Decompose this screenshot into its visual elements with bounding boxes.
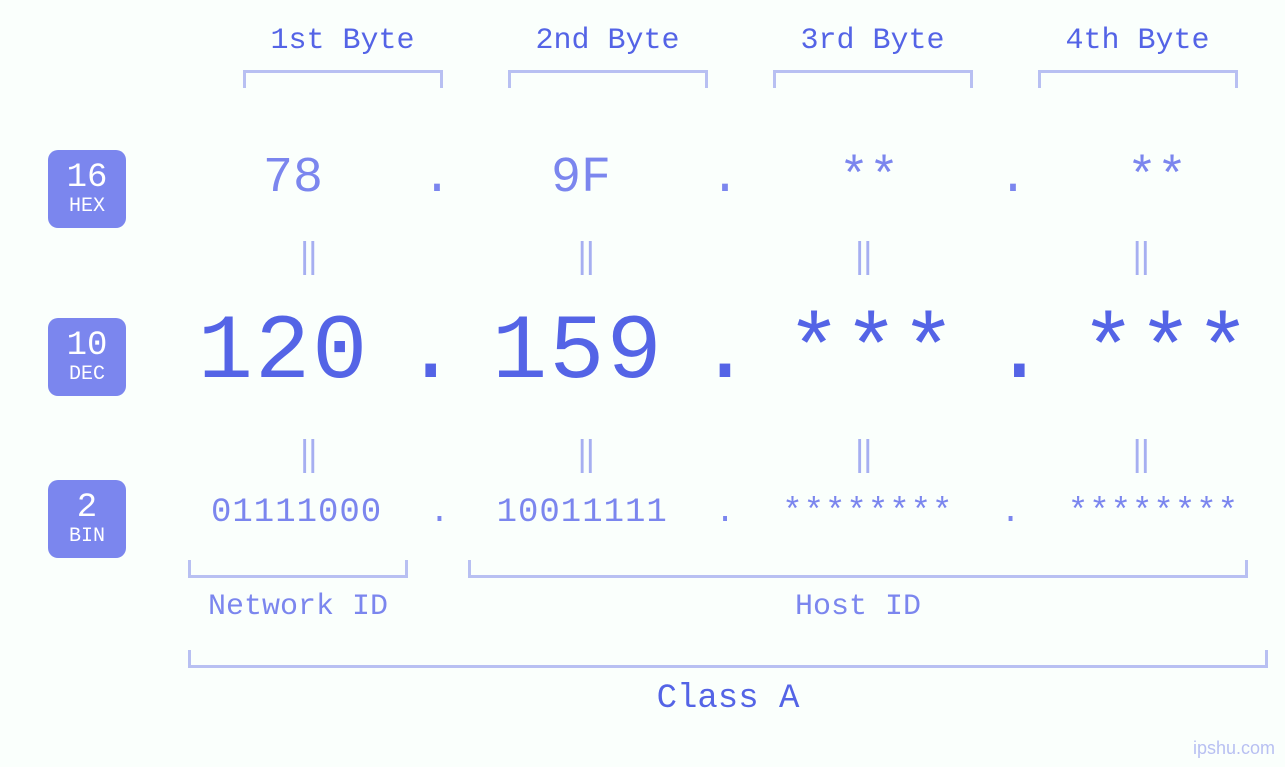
top-bracket-3: [773, 70, 973, 88]
byte-col-3: 3rd Byte: [740, 24, 1005, 88]
byte-col-2: 2nd Byte: [475, 24, 740, 88]
hex-byte-2: 9F: [458, 150, 704, 207]
label-class: Class A: [657, 680, 800, 718]
top-bracket-1: [243, 70, 443, 88]
eq1-2: ‖: [448, 236, 726, 278]
row-dec: 120 . 159 . *** . ***: [170, 300, 1280, 405]
hex-sep-2: .: [704, 150, 746, 207]
label-network-id: Network ID: [208, 590, 388, 624]
dec-byte-4: ***: [1053, 300, 1280, 405]
badge-dec: 10 DEC: [48, 318, 126, 396]
bracket-host-id: Host ID: [448, 560, 1268, 624]
eq1-4: ‖: [1003, 236, 1281, 278]
badge-dec-num: 10: [67, 329, 108, 363]
bin-sep-3: .: [994, 494, 1026, 532]
byte-headers: 1st Byte 2nd Byte 3rd Byte 4th Byte: [210, 24, 1270, 88]
hex-byte-4: **: [1034, 150, 1280, 207]
bin-byte-4: ********: [1027, 494, 1280, 532]
label-host-id: Host ID: [795, 590, 921, 624]
row-bin: 01111000 . 10011111 . ******** . *******…: [170, 494, 1280, 532]
eq1-3: ‖: [725, 236, 1003, 278]
eq1-1: ‖: [170, 236, 448, 278]
badge-bin-num: 2: [77, 491, 97, 525]
badge-dec-txt: DEC: [69, 365, 105, 385]
bin-sep-2: .: [709, 494, 741, 532]
badge-bin: 2 BIN: [48, 480, 126, 558]
byte-label-1: 1st Byte: [270, 24, 414, 58]
byte-label-4: 4th Byte: [1065, 24, 1209, 58]
top-bracket-2: [508, 70, 708, 88]
eq2-2: ‖: [448, 434, 726, 476]
badge-hex-txt: HEX: [69, 197, 105, 217]
dec-byte-3: ***: [759, 300, 986, 405]
row-hex: 78 . 9F . ** . **: [170, 150, 1280, 207]
dec-sep-3: .: [986, 300, 1053, 405]
hex-byte-1: 78: [170, 150, 416, 207]
hex-sep-3: .: [992, 150, 1034, 207]
byte-label-3: 3rd Byte: [800, 24, 944, 58]
bracket-network-line: [188, 560, 408, 578]
bracket-host-line: [468, 560, 1248, 578]
badge-hex-num: 16: [67, 161, 108, 195]
bin-byte-3: ********: [741, 494, 994, 532]
bracket-network-id: Network ID: [188, 560, 408, 624]
row-equals-2: ‖ ‖ ‖ ‖: [170, 434, 1280, 476]
eq2-3: ‖: [725, 434, 1003, 476]
hex-byte-3: **: [746, 150, 992, 207]
row-equals-1: ‖ ‖ ‖ ‖: [170, 236, 1280, 278]
bottom-brackets: Network ID Host ID: [188, 560, 1268, 624]
bin-byte-1: 01111000: [170, 494, 423, 532]
byte-label-2: 2nd Byte: [535, 24, 679, 58]
bin-byte-2: 10011111: [456, 494, 709, 532]
badge-bin-txt: BIN: [69, 527, 105, 547]
watermark: ipshu.com: [1193, 738, 1275, 759]
dec-sep-1: .: [397, 300, 464, 405]
top-bracket-4: [1038, 70, 1238, 88]
dec-byte-1: 120: [170, 300, 397, 405]
bracket-class-line: [188, 650, 1268, 668]
bin-sep-1: .: [423, 494, 455, 532]
dec-byte-2: 159: [464, 300, 691, 405]
byte-col-4: 4th Byte: [1005, 24, 1270, 88]
badge-hex: 16 HEX: [48, 150, 126, 228]
eq2-1: ‖: [170, 434, 448, 476]
hex-sep-1: .: [416, 150, 458, 207]
eq2-4: ‖: [1003, 434, 1281, 476]
dec-sep-2: .: [691, 300, 758, 405]
byte-col-1: 1st Byte: [210, 24, 475, 88]
bracket-class: Class A: [188, 650, 1268, 718]
